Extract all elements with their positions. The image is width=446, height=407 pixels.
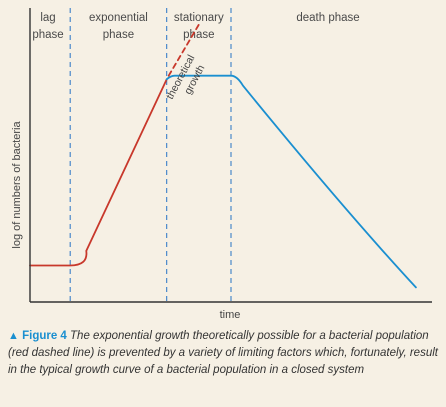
series-stationary: [165, 74, 417, 289]
caption-text: The exponential growth theoretically pos…: [8, 330, 438, 376]
figure-label: Figure 4: [22, 330, 67, 342]
series-lines: [29, 23, 417, 289]
figure-caption: ▲ Figure 4 The exponential growth theore…: [8, 328, 440, 379]
phase-boundaries: [69, 8, 232, 302]
phase-label-1-line1: lag: [40, 12, 55, 24]
x-axis-label: time: [220, 309, 241, 321]
phase-label-3-line2: phase: [183, 29, 214, 41]
y-axis-label: log of numbers of bacteria: [11, 121, 23, 249]
phase-labels: lag phase exponential phase stationary phase d…: [32, 12, 359, 41]
growth-curve-chart: lag phase exponential phase stationary phase d…: [11, 8, 432, 321]
phase-label-2-line2: phase: [103, 29, 134, 41]
phase-label-4-line1: death phase: [296, 12, 359, 24]
triangle-icon: ▲: [8, 330, 19, 342]
phase-label-3-line1: stationary: [174, 12, 224, 24]
phase-label-2-line1: exponential: [89, 12, 148, 24]
series-lag: [29, 78, 168, 267]
phase-label-1-line2: phase: [32, 29, 63, 41]
series-theoretical: [167, 23, 200, 77]
